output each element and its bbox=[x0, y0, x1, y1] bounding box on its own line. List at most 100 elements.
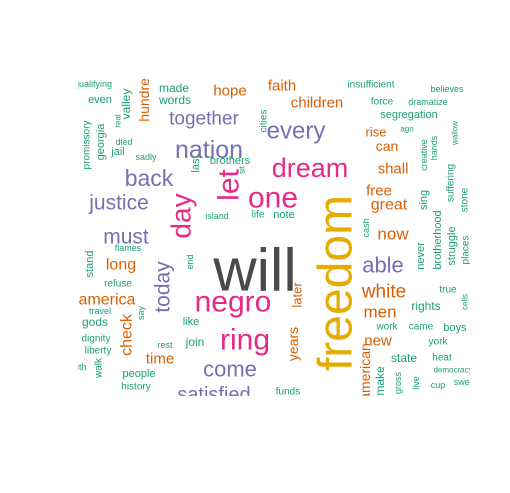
word-great: great bbox=[371, 197, 408, 214]
word-make: make bbox=[373, 366, 387, 396]
word-today: today bbox=[152, 261, 175, 313]
word-never: never bbox=[415, 242, 427, 270]
word-white: white bbox=[361, 282, 406, 303]
word-real: real bbox=[114, 114, 123, 128]
word-shall: shall bbox=[378, 161, 409, 178]
word-dream: dream bbox=[272, 153, 349, 183]
word-heat: heat bbox=[432, 353, 452, 364]
word-history: history bbox=[121, 382, 150, 393]
word-valley: valley bbox=[119, 89, 133, 120]
word-together: together bbox=[169, 109, 239, 130]
word-check: check bbox=[119, 313, 136, 356]
word-boys: boys bbox=[443, 322, 467, 334]
word-hundred: hundred bbox=[136, 70, 152, 121]
word-jail: jail bbox=[110, 146, 124, 158]
word-people: people bbox=[122, 368, 155, 380]
word-dramatize: dramatize bbox=[408, 97, 448, 107]
word-democracy: democracy bbox=[433, 366, 472, 375]
word-faith: faith bbox=[69, 362, 86, 372]
word-nation: nation bbox=[175, 136, 243, 164]
word-funds: funds bbox=[276, 387, 300, 398]
word-justice: justice bbox=[88, 192, 149, 215]
word-came: came bbox=[409, 322, 434, 333]
word-refuse: refuse bbox=[104, 279, 132, 290]
word-like: like bbox=[183, 316, 200, 328]
word-every: every bbox=[267, 118, 326, 145]
word-day: day bbox=[166, 193, 197, 238]
word-liberty: liberty bbox=[85, 346, 112, 357]
word-york: york bbox=[429, 337, 449, 348]
word-can: can bbox=[376, 138, 399, 154]
word-cities: cities bbox=[259, 110, 270, 133]
word-travel: travel bbox=[89, 306, 111, 316]
word-join: join bbox=[185, 335, 205, 349]
word-gross: gross bbox=[393, 372, 403, 395]
word-satisfied: satisfied bbox=[177, 384, 250, 406]
word-let: let bbox=[213, 168, 246, 200]
word-men: men bbox=[363, 303, 396, 322]
word-qualifying: qualifying bbox=[74, 79, 112, 89]
word-struggle: struggle bbox=[446, 226, 458, 265]
word-hands: hands bbox=[429, 135, 439, 160]
word-even: even bbox=[88, 94, 112, 106]
word-ago: ago bbox=[400, 125, 414, 134]
word-stone: stone bbox=[460, 187, 471, 212]
word-island: island bbox=[205, 211, 229, 221]
word-back: back bbox=[125, 165, 174, 191]
word-words: words bbox=[158, 93, 191, 107]
word-wallow: wallow bbox=[451, 121, 460, 146]
word-children: children bbox=[291, 95, 344, 112]
word-cells: cells bbox=[461, 294, 470, 310]
word-state: state bbox=[391, 351, 417, 365]
word-sadly: sadly bbox=[135, 152, 157, 162]
word-one: one bbox=[248, 182, 298, 215]
word-promissory: promissory bbox=[82, 121, 93, 170]
word-true: true bbox=[439, 285, 457, 296]
word-negro: negro bbox=[195, 286, 272, 319]
word-cash: cash bbox=[361, 218, 371, 237]
word-dignity: dignity bbox=[82, 334, 111, 345]
word-creative: creative bbox=[419, 139, 429, 171]
word-come: come bbox=[203, 357, 257, 382]
word-say: say bbox=[136, 306, 146, 321]
word-now: now bbox=[377, 225, 409, 244]
word-will: will bbox=[212, 237, 296, 304]
word-made: made bbox=[159, 81, 189, 95]
word-rest: rest bbox=[157, 340, 173, 350]
word-segregation: segregation bbox=[380, 109, 438, 121]
word-sing: sing bbox=[418, 190, 430, 210]
word-places: places bbox=[461, 236, 472, 265]
word-rights: rights bbox=[411, 299, 440, 313]
word-insufficient: insufficient bbox=[347, 80, 394, 91]
word-rise: rise bbox=[366, 125, 387, 140]
word-able: able bbox=[362, 253, 404, 278]
word-cup: cup bbox=[431, 380, 446, 390]
word-time: time bbox=[146, 351, 174, 368]
word-force: force bbox=[371, 97, 394, 108]
word-end: end bbox=[185, 254, 195, 269]
word-new: new bbox=[364, 333, 392, 350]
word-later: later bbox=[290, 282, 305, 308]
word-work: work bbox=[375, 322, 398, 333]
word-must: must bbox=[103, 226, 149, 249]
word-last: last bbox=[190, 155, 202, 172]
word-american: american bbox=[357, 343, 373, 401]
word-years: years bbox=[285, 327, 301, 361]
word-brotherhood: brotherhood bbox=[432, 210, 444, 269]
word-believes: believes bbox=[430, 84, 464, 94]
word-hope: hope bbox=[213, 83, 246, 100]
word-brothers: brothers bbox=[210, 155, 251, 167]
word-long: long bbox=[106, 257, 136, 274]
word-flames: flames bbox=[115, 243, 142, 253]
word-sit: sit bbox=[238, 165, 247, 174]
word-sweltering: sweltering bbox=[454, 377, 495, 387]
word-walk: walk bbox=[94, 357, 105, 379]
word-live: live bbox=[411, 376, 421, 390]
word-life: life bbox=[252, 210, 265, 221]
word-free: free bbox=[366, 183, 392, 200]
word-stand: stand bbox=[84, 251, 96, 278]
word-freedom: freedom bbox=[310, 195, 363, 371]
word-georgia: georgia bbox=[95, 123, 107, 161]
